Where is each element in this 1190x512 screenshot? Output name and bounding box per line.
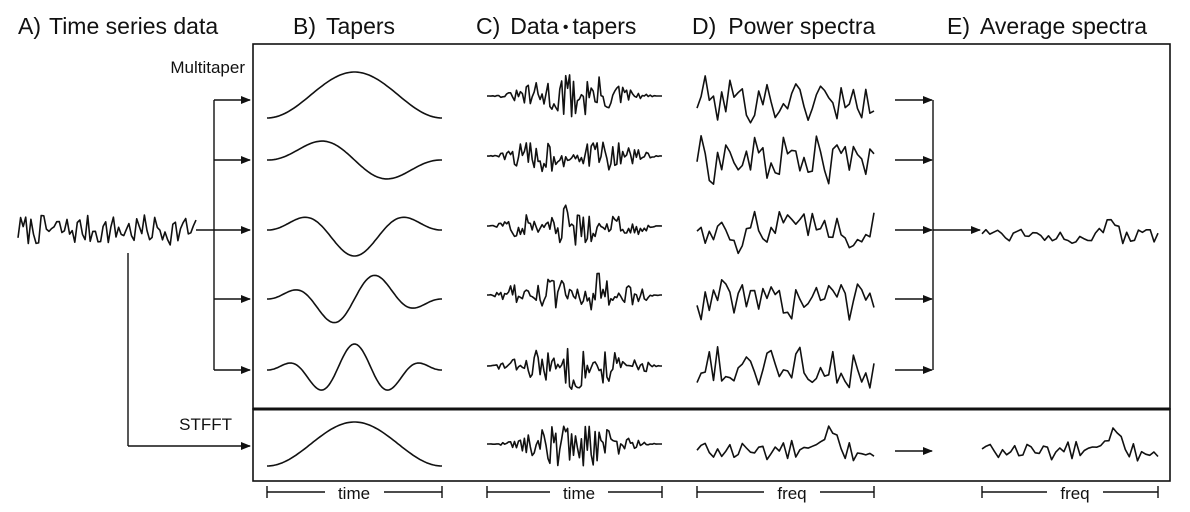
panel-c-title: Data	[510, 13, 559, 39]
panel-c-dot: •	[563, 19, 569, 36]
panel-c-letter: C)	[476, 13, 500, 39]
stfft-taper-curve	[266, 421, 443, 467]
panel-b-letter: B)	[293, 13, 316, 39]
taper-5-curve	[267, 343, 442, 391]
axis-freq-average: freq	[981, 484, 1159, 503]
tapered-data-2	[486, 141, 663, 173]
tapered-data-5	[486, 347, 662, 390]
merge-connectors	[895, 96, 981, 374]
stfft-label: STFFT	[179, 415, 232, 434]
axis-label-average-spectra: freq	[1060, 484, 1089, 503]
panel-a-header: A) Time series data	[18, 13, 218, 39]
stfft-box	[252, 408, 1171, 482]
power-spectrum-1	[696, 75, 875, 124]
axis-time-tapers: time	[266, 484, 443, 503]
panel-a-letter: A)	[18, 13, 41, 39]
axis-label-tapers: time	[338, 484, 370, 503]
panel-d-letter: D)	[692, 13, 716, 39]
panel-d-title: Power spectra	[728, 13, 875, 39]
tapered-data-3	[487, 204, 663, 246]
tapered-data-4	[487, 272, 662, 311]
panel-b-header: B) Tapers	[293, 13, 395, 39]
stfft-tapered-data	[487, 425, 662, 467]
axis-time-data: time	[486, 484, 663, 503]
panel-e-letter: E)	[947, 13, 970, 39]
branch-connectors	[127, 96, 251, 450]
panel-d-header: D) Power spectra	[692, 13, 875, 39]
taper-3-curve	[267, 216, 442, 257]
taper-2-curve	[267, 140, 442, 180]
panel-a-title: Time series data	[49, 13, 218, 39]
axis-label-data-tapers: time	[563, 484, 595, 503]
stfft-average-spectrum	[981, 427, 1159, 462]
multitaper-label: Multitaper	[170, 58, 245, 77]
panel-e-title: Average spectra	[980, 13, 1147, 39]
taper-1-curve	[266, 71, 443, 119]
power-spectrum-3	[696, 210, 875, 255]
panel-c-title2: tapers	[572, 13, 636, 39]
panel-e-header: E) Average spectra	[947, 13, 1147, 39]
panel-b-title: Tapers	[326, 13, 395, 39]
average-spectrum-multitaper	[981, 218, 1159, 245]
power-spectrum-5	[696, 346, 875, 389]
power-spectrum-2	[696, 135, 875, 185]
stfft-power-spectrum	[696, 425, 875, 462]
axis-freq-power: freq	[696, 484, 875, 503]
tapered-data-1	[487, 74, 662, 118]
taper-4-curve	[267, 274, 442, 324]
axis-label-power-spectra: freq	[777, 484, 806, 503]
input-time-series	[17, 214, 197, 246]
panel-c-header: C) Data • tapers	[476, 13, 636, 39]
power-spectrum-4	[696, 279, 875, 321]
